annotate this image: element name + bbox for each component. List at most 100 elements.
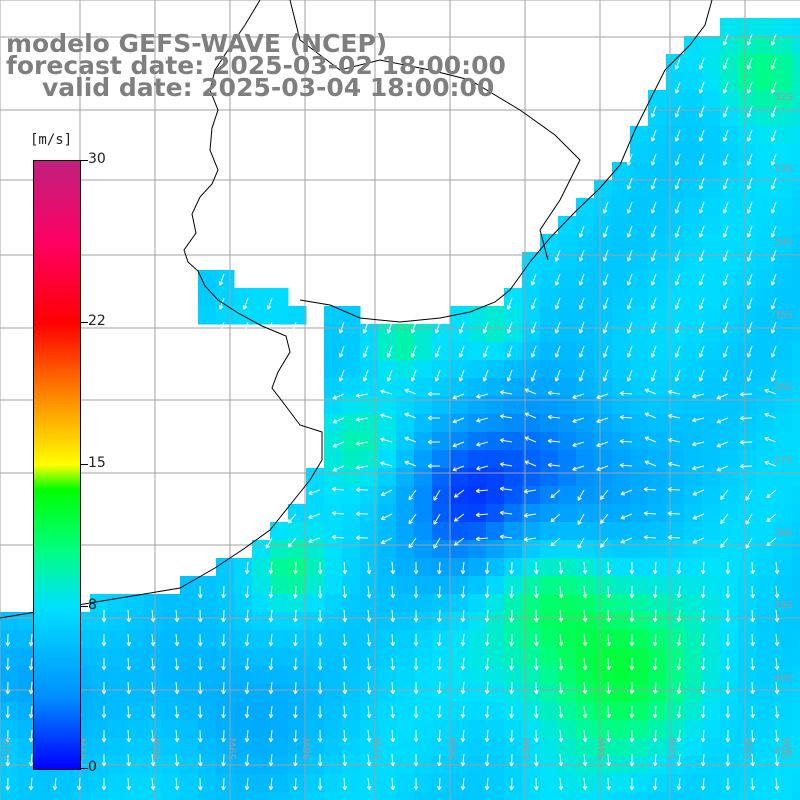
wind-cell [558,576,577,595]
longitude-label: 59W [228,737,239,760]
wind-arrow [150,753,156,767]
wind-cell [648,360,667,379]
wind-arrow [244,681,250,695]
wind-cell [486,540,505,559]
wind-cell [720,144,739,163]
wind-cell [360,576,379,595]
wind-arrow [606,777,611,791]
wind-cell [576,234,595,253]
wind-cell [450,774,469,793]
wind-cell [630,720,649,739]
wind-arrow [676,657,682,671]
wind-cell [792,702,800,721]
wind-cell [702,594,721,613]
wind-cell [702,486,721,505]
wind-cell [18,792,37,800]
wind-arrow [650,345,657,358]
wind-arrow [499,414,513,419]
wind-arrow [582,561,588,575]
wind-arrow [293,561,298,575]
wind-cell [594,630,613,649]
wind-arrow [404,436,417,443]
wind-cell [108,594,127,613]
wind-cell [396,414,415,433]
wind-arrow [674,273,681,286]
wind-cell [666,378,685,397]
wind-arrow [750,585,755,599]
wind-cell [684,414,703,433]
wind-cell [540,576,559,595]
wind-arrow [197,729,203,743]
wind-cell [720,288,739,307]
wind-cell [288,774,307,793]
wind-arrow [534,657,539,671]
wind-arrow [750,657,755,671]
wind-cell [486,414,505,433]
wind-cell [684,54,703,73]
wind-arrow [650,297,657,310]
wind-cell [630,342,649,361]
wind-cell [774,450,793,469]
wind-cell [378,360,397,379]
wind-arrow [355,393,369,398]
wind-arrow [602,345,609,358]
wind-cell [198,666,217,685]
wind-cell [90,666,109,685]
wind-cell [738,306,757,325]
wind-arrows [5,33,780,791]
wind-cell [630,270,649,289]
wind-cell [486,504,505,523]
wind-cell [774,396,793,415]
wind-cell [702,288,721,307]
wind-cell [738,648,757,667]
wind-cell [432,360,451,379]
wind-cell [630,144,649,163]
wind-arrow [410,369,417,382]
wind-cell [756,396,775,415]
wind-cell [522,792,541,800]
wind-cell [270,558,289,577]
wind-arrow [380,537,393,544]
wind-cell [432,540,451,559]
wind-arrow [530,345,537,358]
wind-cell [774,342,793,361]
wind-arrow [629,657,635,671]
wind-arrow [390,729,396,743]
wind-arrow [366,729,372,743]
colorbar-tick-label: 0 [88,759,97,775]
wind-cell [576,666,595,685]
wind-cell [162,666,181,685]
wind-cell [738,666,757,685]
wind-cell [702,180,721,199]
wind-arrow [427,463,441,469]
wind-cell [720,558,739,577]
wind-cell [594,648,613,667]
wind-cell [18,666,37,685]
wind-cell [630,432,649,451]
wind-cell [756,162,775,181]
wind-arrow [5,729,11,743]
wind-cell [756,72,775,91]
wind-arrow [317,753,323,767]
wind-cell [432,558,451,577]
wind-cell [684,522,703,541]
wind-cell [522,594,541,613]
wind-cell [216,774,235,793]
wind-cell [234,738,253,757]
wind-arrow [221,657,226,671]
wind-arrow [602,321,609,334]
model-title: modelo GEFS-WAVE (NCEP) [6,29,388,58]
wind-cell [270,702,289,721]
wind-cell [432,720,451,739]
wind-arrow [602,273,609,286]
wind-arrow [722,225,729,238]
wind-cell [558,684,577,703]
wind-arrow [293,681,298,695]
wind-arrow [722,345,729,358]
wind-arrow [308,489,321,496]
wind-cell [612,720,631,739]
wind-cell [684,630,703,649]
wind-cell [792,594,800,613]
wind-cell [360,396,379,415]
